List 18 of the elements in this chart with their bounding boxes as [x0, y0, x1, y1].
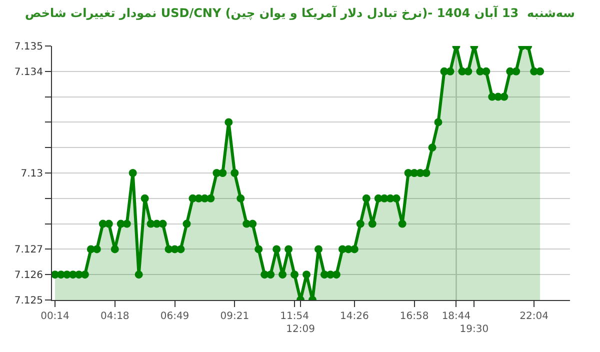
x-tick-label: 11:54	[280, 311, 309, 322]
x-tick-label: 14:26	[340, 311, 369, 322]
x-tick-label: 04:18	[100, 311, 130, 322]
x-tick-label: 09:21	[220, 311, 250, 322]
x-tick-label: 22:04	[520, 311, 548, 322]
x-tick-label: 12:09	[286, 324, 315, 335]
y-tick-label: 7.125	[14, 296, 43, 306]
y-tick-label: 7.134	[14, 66, 43, 78]
x-tick-label: 16:58	[400, 311, 429, 322]
x-tick-label: 00:14	[40, 311, 70, 322]
y-tick-label: 7.127	[14, 244, 43, 256]
y-tick-label: 7.13	[20, 168, 43, 180]
x-tick-label: 18:44	[442, 311, 471, 322]
chart-title: نمودار تغییرات شاخص USD/CNY (نرخ تبادل دلار آمریکا و یوان چین)- سه‌شنبه 13 آبان 1404	[25, 5, 575, 20]
y-tick-label: 7.126	[14, 270, 43, 282]
y-tick-label: 7.135	[14, 42, 43, 52]
x-tick-label: 19:30	[460, 324, 489, 335]
x-tick-label: 06:49	[160, 311, 190, 322]
